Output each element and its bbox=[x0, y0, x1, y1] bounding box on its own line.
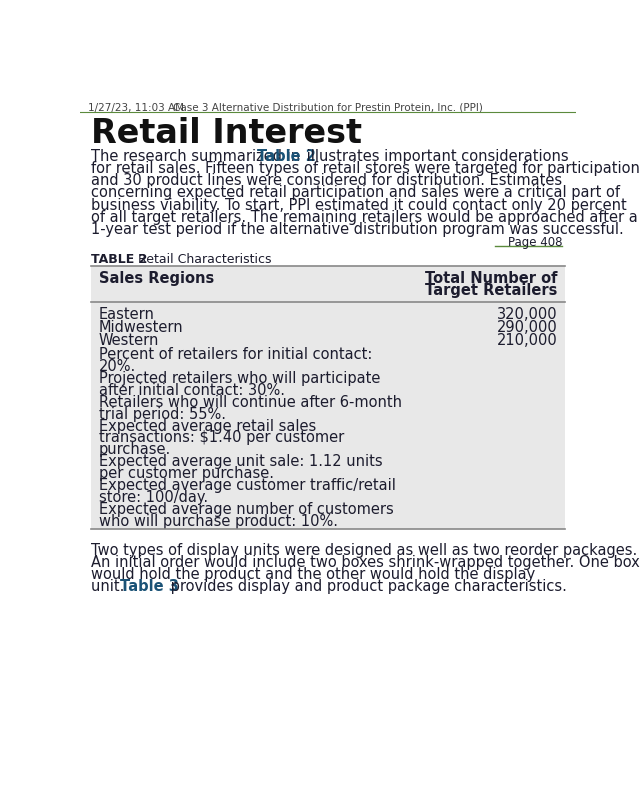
Text: trial period: 55%.: trial period: 55%. bbox=[99, 407, 226, 422]
Text: Total Number of: Total Number of bbox=[425, 271, 557, 286]
Text: 1-year test period if the alternative distribution program was successful.: 1-year test period if the alternative di… bbox=[91, 222, 623, 237]
Text: concerning expected retail participation and sales were a critical part of: concerning expected retail participation… bbox=[91, 185, 620, 200]
Text: An initial order would include two boxes shrink-wrapped together. One box: An initial order would include two boxes… bbox=[91, 555, 639, 570]
Text: Retailers who will continue after 6-month: Retailers who will continue after 6-mont… bbox=[99, 394, 402, 410]
Text: 1/27/23, 11:03 AM: 1/27/23, 11:03 AM bbox=[88, 103, 184, 113]
Text: store: 100/day.: store: 100/day. bbox=[99, 490, 208, 506]
Text: TABLE 2: TABLE 2 bbox=[91, 254, 147, 266]
Text: Expected average customer traffic/retail: Expected average customer traffic/retail bbox=[99, 478, 396, 493]
Text: Western: Western bbox=[99, 332, 159, 348]
Text: Expected average retail sales: Expected average retail sales bbox=[99, 419, 316, 434]
Text: of all target retailers. The remaining retailers would be approached after a: of all target retailers. The remaining r… bbox=[91, 210, 637, 225]
Text: Expected average unit sale: 1.12 units: Expected average unit sale: 1.12 units bbox=[99, 454, 382, 469]
Text: Percent of retailers for initial contact:: Percent of retailers for initial contact… bbox=[99, 347, 372, 362]
Text: Midwestern: Midwestern bbox=[99, 320, 183, 335]
Text: after initial contact: 30%.: after initial contact: 30%. bbox=[99, 382, 285, 398]
Text: business viability. To start, PPI estimated it could contact only 20 percent: business viability. To start, PPI estima… bbox=[91, 197, 627, 213]
Text: Expected average number of customers: Expected average number of customers bbox=[99, 502, 394, 517]
Text: 320,000: 320,000 bbox=[497, 308, 557, 322]
Text: Table 3: Table 3 bbox=[120, 580, 179, 594]
Text: Target Retailers: Target Retailers bbox=[425, 283, 557, 299]
Text: Table 2: Table 2 bbox=[257, 149, 316, 164]
Text: Case 3 Alternative Distribution for Prestin Protein, Inc. (PPI): Case 3 Alternative Distribution for Pres… bbox=[173, 103, 483, 113]
Text: for retail sales. Fifteen types of retail stores were targeted for participation: for retail sales. Fifteen types of retai… bbox=[91, 161, 640, 176]
Text: Page 408: Page 408 bbox=[508, 237, 562, 250]
Text: Sales Regions: Sales Regions bbox=[99, 271, 214, 286]
Text: Retail Characteristics: Retail Characteristics bbox=[127, 254, 272, 266]
Text: and 30 product lines were considered for distribution. Estimates: and 30 product lines were considered for… bbox=[91, 173, 562, 188]
Text: Two types of display units were designed as well as two reorder packages.: Two types of display units were designed… bbox=[91, 543, 637, 558]
Text: per customer purchase.: per customer purchase. bbox=[99, 466, 274, 481]
Text: 210,000: 210,000 bbox=[497, 332, 557, 348]
Text: unit.: unit. bbox=[91, 580, 129, 594]
Text: illustrates important considerations: illustrates important considerations bbox=[302, 149, 569, 164]
Text: transactions: $1.40 per customer: transactions: $1.40 per customer bbox=[99, 431, 344, 445]
Text: Retail Interest: Retail Interest bbox=[91, 117, 362, 150]
Text: purchase.: purchase. bbox=[99, 443, 171, 457]
Text: Projected retailers who will participate: Projected retailers who will participate bbox=[99, 371, 380, 386]
Text: who will purchase product: 10%.: who will purchase product: 10%. bbox=[99, 514, 338, 529]
Text: provides display and product package characteristics.: provides display and product package cha… bbox=[166, 580, 567, 594]
Bar bbox=[91, 266, 565, 529]
Text: Eastern: Eastern bbox=[99, 308, 154, 322]
Text: 20%.: 20%. bbox=[99, 359, 136, 374]
Text: 290,000: 290,000 bbox=[497, 320, 557, 335]
Text: would hold the product and the other would hold the display: would hold the product and the other wou… bbox=[91, 568, 535, 582]
Text: The research summarized in: The research summarized in bbox=[91, 149, 305, 164]
